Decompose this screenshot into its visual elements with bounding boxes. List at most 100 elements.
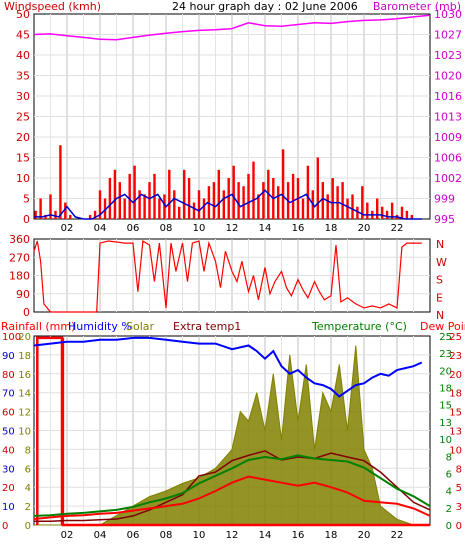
windspeed-bar — [44, 214, 47, 219]
y-tick-label-dewpoint: 8 — [456, 464, 462, 475]
y-tick-label-degrees: 90 — [16, 288, 30, 301]
windspeed-bar — [381, 206, 384, 219]
y-tick-label-percent: 30 — [2, 464, 15, 475]
y-tick-label-barometer: 995 — [434, 213, 455, 226]
windspeed-bar — [331, 178, 334, 219]
windspeed-bar — [277, 186, 280, 219]
y-tick-label-windspeed: 25 — [16, 111, 30, 124]
windspeed-bar — [346, 198, 349, 219]
y-tick-label-percent: 70 — [2, 389, 15, 400]
windspeed-bar — [183, 169, 186, 219]
extra-temp-line — [34, 450, 431, 522]
x-tick-label: 08 — [160, 223, 173, 234]
windspeed-bar — [257, 194, 260, 219]
y-tick-label-windspeed: 35 — [16, 70, 30, 83]
x-tick-label: 16 — [292, 530, 305, 541]
y-tick-label-percent: 10 — [2, 502, 15, 513]
windspeed-bar — [123, 198, 126, 219]
x-tick-label: 04 — [94, 530, 107, 541]
windspeed-bar — [390, 202, 394, 219]
legend-solar: Solar — [126, 320, 155, 333]
x-tick-label: 12 — [226, 223, 239, 234]
x-tick-label: 20 — [358, 530, 371, 541]
y-tick-label-degrees: 360 — [9, 233, 30, 246]
temperature-humidity-panel: 0102030405060708090100024681012141618200… — [2, 332, 462, 541]
x-tick-label: 04 — [94, 223, 107, 234]
windspeed-bar — [103, 198, 107, 219]
y-tick-label-barometer: 1023 — [434, 49, 462, 62]
y-tick-label-percent: 0 — [2, 521, 8, 532]
windspeed-bar — [173, 190, 176, 219]
y-tick-label-dewpoint: 3 — [456, 502, 462, 513]
x-tick-label: 22 — [391, 530, 404, 541]
y-tick-label-rain-scale: 2 — [25, 502, 31, 513]
x-tick-label: 02 — [61, 223, 74, 234]
y-tick-label-windspeed: 45 — [16, 29, 30, 42]
y-tick-label-windspeed: 40 — [16, 49, 30, 62]
y-tick-label-temperature: 25 — [439, 332, 452, 343]
y-tick-label-percent: 40 — [2, 445, 15, 456]
windspeed-bar — [69, 214, 72, 219]
windspeed-bar — [54, 210, 57, 219]
y-tick-label-degrees: 0 — [23, 306, 30, 319]
windspeed-bar — [232, 165, 235, 219]
y-tick-label-barometer: 1002 — [434, 172, 462, 185]
windspeed-bar — [281, 149, 285, 219]
compass-label: W — [436, 256, 447, 269]
y-tick-label-rain-scale: 12 — [18, 408, 31, 419]
legend-temperature: Temperature (°C) — [311, 320, 407, 333]
windspeed-bar — [351, 194, 354, 219]
y-tick-label-temperature: 6 — [446, 469, 452, 480]
windspeed-bar — [49, 194, 52, 219]
y-tick-label-rain-scale: 18 — [18, 351, 31, 362]
legend-rainfall: Rainfall (mm) — [1, 320, 75, 333]
windspeed-bar — [148, 182, 151, 219]
y-tick-label-windspeed: 20 — [16, 131, 30, 144]
windspeed-bar — [306, 165, 310, 219]
y-tick-label-temperature: 8 — [446, 452, 452, 463]
legend-dewpoint: Dew Point — [420, 320, 465, 333]
windspeed-bar — [252, 161, 255, 219]
y-tick-label-rain-scale: 0 — [25, 521, 31, 532]
windspeed-bar — [291, 173, 295, 219]
y-tick-label-windspeed: 30 — [16, 90, 30, 103]
y-tick-label-barometer: 1016 — [434, 90, 462, 103]
x-tick-label: 18 — [325, 530, 338, 541]
y-tick-label-dewpoint: 0 — [456, 521, 462, 532]
y-tick-label-temperature: 0 — [446, 521, 452, 532]
windspeed-bar — [356, 206, 359, 219]
y-tick-label-temperature: 20 — [439, 366, 452, 377]
y-tick-label-dewpoint: 18 — [449, 389, 462, 400]
windspeed-bar — [326, 194, 329, 219]
y-tick-label-percent: 20 — [2, 483, 15, 494]
y-tick-label-temperature: 10 — [439, 435, 452, 446]
y-tick-label-barometer: 1020 — [434, 70, 462, 83]
y-tick-label-barometer: 999 — [434, 193, 455, 206]
windspeed-bar — [64, 202, 67, 219]
compass-label: S — [436, 274, 443, 287]
x-tick-label: 06 — [127, 223, 140, 234]
y-tick-label-dewpoint: 25 — [449, 332, 462, 343]
windspeed-bar — [178, 206, 181, 219]
windspeed-bar — [59, 145, 62, 219]
y-tick-label-percent: 60 — [2, 408, 15, 419]
y-tick-label-barometer: 1027 — [434, 29, 462, 42]
windspeed-bar — [158, 198, 161, 219]
windspeed-bar — [143, 194, 146, 219]
wind-direction-line — [33, 239, 422, 313]
average-windspeed-line — [34, 189, 422, 220]
windspeed-bar — [187, 178, 191, 219]
windspeed-bar — [163, 194, 166, 219]
windspeed-bar — [34, 210, 37, 219]
y-tick-label-dewpoint: 5 — [456, 483, 462, 494]
y-tick-label-rain-scale: 20 — [18, 332, 31, 343]
x-tick-label: 20 — [358, 223, 371, 234]
x-tick-label: 12 — [226, 530, 239, 541]
wind-barometer-panel: 0510152025303540455099599910021006100910… — [16, 8, 462, 234]
y-tick-label-windspeed: 10 — [16, 172, 30, 185]
windspeed-bar — [247, 173, 250, 219]
windspeed-bar — [168, 169, 171, 219]
windspeed-bar — [242, 186, 245, 219]
